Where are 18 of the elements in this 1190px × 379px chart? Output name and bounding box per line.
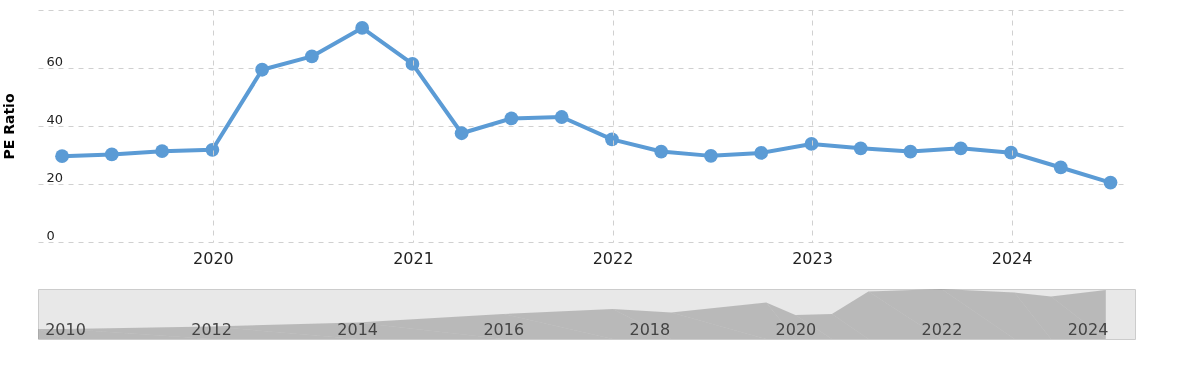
x-tick-label: 2021 (393, 248, 434, 268)
x-tick-label: 2012 (191, 319, 232, 339)
y-tick-label: 60 (46, 53, 64, 69)
y-axis-title: PE Ratio (0, 93, 17, 160)
x-tick-label: 2018 (629, 319, 671, 339)
y-tick-label: 40 (46, 111, 64, 127)
x-tick-label: 2024 (1067, 319, 1109, 339)
x-tick-label: 2022 (921, 319, 963, 339)
y-tick-label: 20 (46, 169, 64, 185)
x-tick-label: 2020 (775, 319, 817, 339)
x-tick-label: 2020 (193, 248, 234, 268)
y-tick-label: 0 (46, 227, 55, 243)
x-tick-label: 2024 (991, 248, 1033, 268)
x-tick-label: 2014 (337, 319, 379, 339)
x-tick-label: 2016 (483, 319, 525, 339)
x-tick-label: 2023 (792, 248, 833, 268)
x-tick-label: 2022 (592, 248, 634, 268)
x-tick-label: 2010 (45, 319, 86, 339)
